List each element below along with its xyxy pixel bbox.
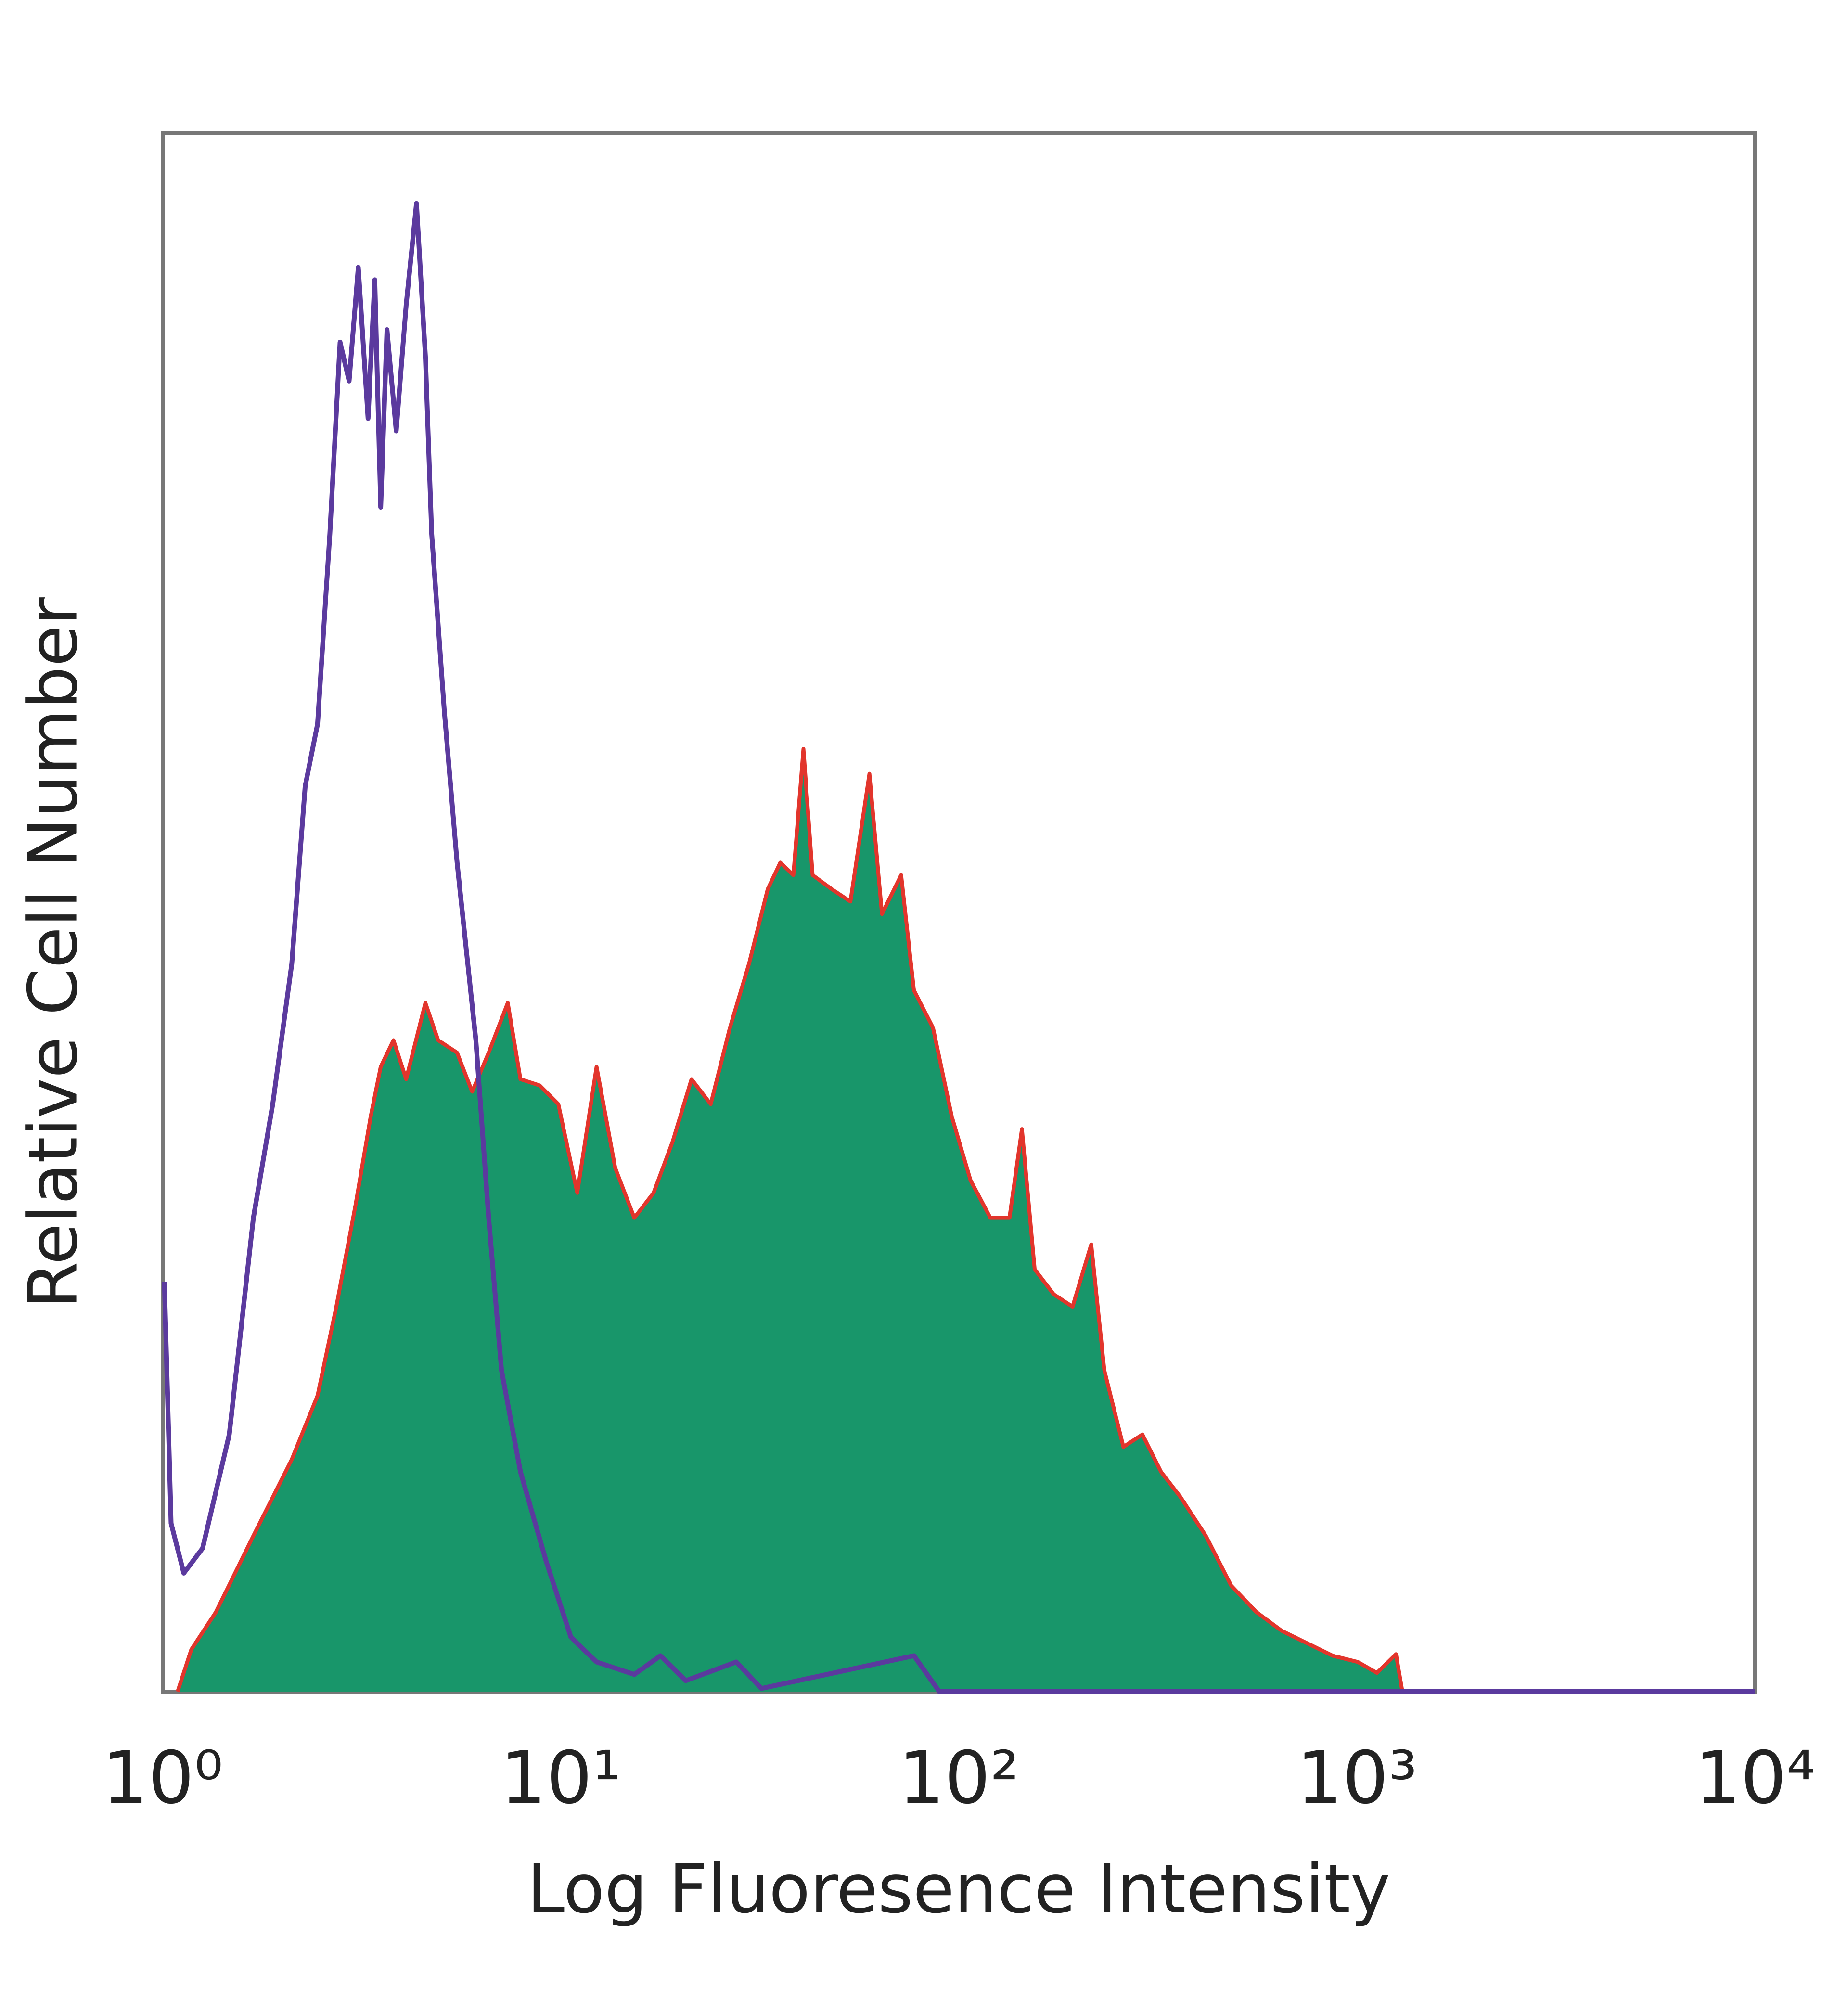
area-edge — [176, 747, 1404, 1693]
x-axis-label: Log Fluoresence Intensity — [527, 1850, 1390, 1929]
x-tick-label: 10¹ — [500, 1736, 621, 1820]
line — [162, 201, 1755, 1694]
x-tick-label: 10⁴ — [1694, 1736, 1815, 1820]
x-tick-label: 10⁰ — [102, 1736, 223, 1820]
y-axis-label: Relative Cell Number — [14, 597, 93, 1309]
area-fill — [178, 749, 1402, 1692]
x-tick-label: 10³ — [1296, 1736, 1417, 1820]
x-tick-label: 10² — [898, 1736, 1019, 1820]
